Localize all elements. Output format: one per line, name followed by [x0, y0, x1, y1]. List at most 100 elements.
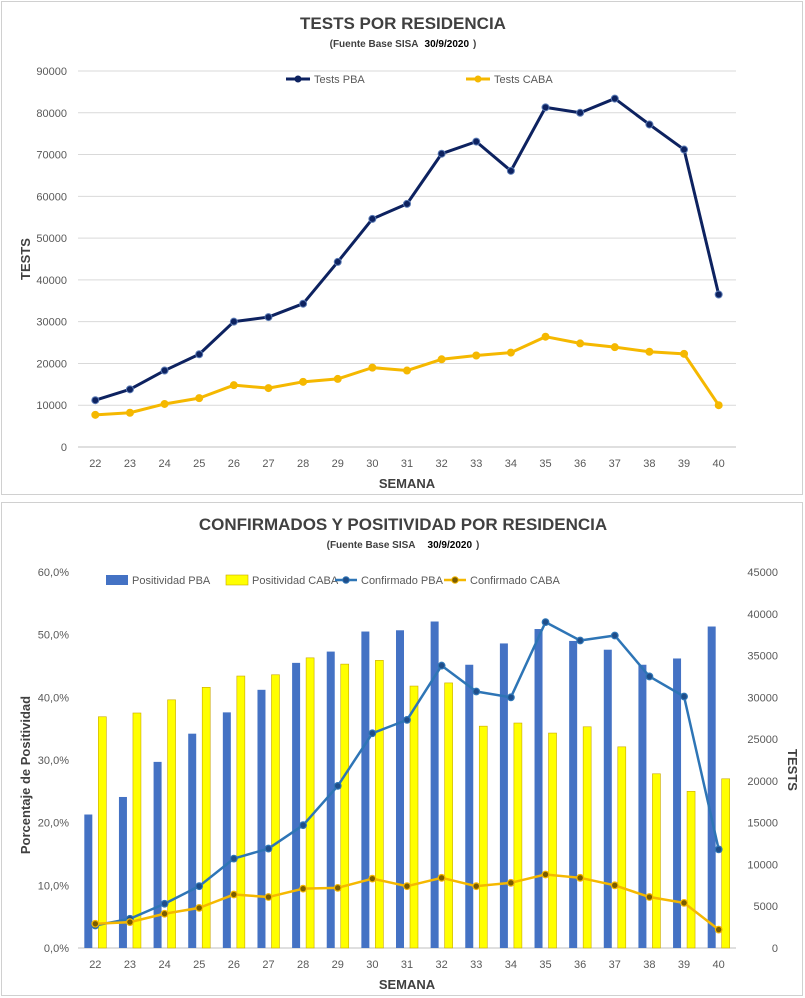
bar-positividad-caba	[548, 732, 557, 949]
data-point	[160, 899, 169, 908]
data-point	[229, 890, 238, 899]
bar-positividad-pba	[707, 626, 716, 948]
legend-swatch	[225, 574, 249, 586]
y-left-tick-label: 40,0%	[38, 692, 69, 704]
chart-title: CONFIRMADOS Y POSITIVIDAD POR RESIDENCIA	[199, 515, 607, 534]
series-line-tests-caba	[95, 335, 720, 417]
legend-label: Tests CABA	[494, 74, 553, 86]
data-point	[680, 692, 688, 701]
x-tick-label: 22	[89, 959, 101, 971]
x-tick-label: 22	[89, 458, 101, 470]
bar-positividad-pba	[222, 712, 231, 948]
y-left-tick-label: 20,0%	[38, 818, 69, 830]
y-left-axis-title: Porcentaje de Positividad	[18, 696, 33, 854]
x-tick-label: 33	[470, 959, 482, 971]
data-point	[541, 870, 550, 879]
data-point	[91, 919, 100, 928]
data-point	[264, 844, 273, 853]
data-point	[610, 94, 619, 103]
y-left-tick-label: 50,0%	[38, 630, 69, 642]
y-tick-label: 60000	[36, 191, 67, 203]
y-right-tick-label: 5000	[754, 901, 778, 913]
data-point	[229, 317, 238, 326]
y-left-tick-label: 10,0%	[38, 880, 69, 892]
x-tick-label: 28	[297, 458, 309, 470]
x-tick-label: 39	[678, 959, 690, 971]
confirmados-positividad-chart: CONFIRMADOS Y POSITIVIDAD POR RESIDENCIA…	[1, 502, 803, 996]
x-tick-label: 39	[678, 458, 690, 470]
bar-positividad-caba	[513, 722, 523, 949]
bar-positividad-pba	[638, 664, 647, 948]
data-point	[541, 618, 550, 627]
y-tick-label: 80000	[36, 108, 67, 120]
bar-positividad-caba	[444, 682, 453, 949]
x-tick-label: 35	[539, 458, 551, 470]
bar-positividad-caba	[617, 746, 627, 949]
bar-positividad-pba	[257, 689, 266, 948]
bar-positividad-pba	[569, 640, 578, 948]
bar-positividad-pba	[326, 651, 335, 948]
x-tick-label: 35	[539, 959, 551, 971]
x-tick-label: 24	[158, 959, 170, 971]
data-point	[610, 343, 619, 352]
x-tick-label: 31	[401, 458, 413, 470]
x-tick-label: 25	[193, 458, 205, 470]
chart-title: TESTS POR RESIDENCIA	[300, 14, 506, 33]
data-point	[437, 661, 446, 670]
data-point	[576, 873, 585, 882]
bar-positividad-pba	[396, 630, 404, 948]
legend-marker	[294, 75, 302, 83]
x-tick-label: 36	[574, 959, 586, 971]
confirmados-chart-svg: CONFIRMADOS Y POSITIVIDAD POR RESIDENCIA…	[18, 515, 800, 992]
bar-positividad-caba	[652, 773, 661, 949]
x-tick-label: 34	[505, 959, 517, 971]
subtitle-close: )	[473, 39, 476, 50]
bar-positividad-caba	[478, 725, 488, 949]
bar-positividad-caba	[686, 791, 696, 949]
x-tick-label: 37	[609, 959, 621, 971]
data-point	[195, 882, 204, 891]
bar-positividad-caba	[98, 716, 107, 949]
bar-positividad-caba	[132, 712, 142, 949]
x-tick-label: 36	[574, 458, 586, 470]
bar-positividad-caba	[167, 699, 176, 949]
y-tick-label: 40000	[36, 275, 67, 287]
data-point	[91, 410, 100, 419]
data-point	[437, 873, 446, 882]
x-tick-label: 28	[297, 959, 309, 971]
bar-positividad-caba	[582, 726, 592, 949]
data-point	[714, 290, 723, 299]
data-point	[506, 166, 515, 175]
bar-positividad-pba	[534, 629, 543, 948]
subtitle-date: 30/9/2020	[425, 39, 470, 50]
data-point	[403, 715, 411, 724]
y-tick-label: 10000	[36, 400, 67, 412]
y-right-tick-label: 30000	[747, 692, 778, 704]
data-point	[368, 729, 377, 738]
bar-positividad-caba	[409, 685, 419, 949]
data-point	[541, 103, 550, 112]
bar-positividad-pba	[673, 658, 682, 948]
x-tick-label: 30	[366, 458, 378, 470]
data-point	[645, 347, 654, 356]
data-point	[126, 918, 134, 926]
y-tick-label: 50000	[36, 233, 67, 245]
data-point	[714, 401, 723, 410]
data-point	[264, 893, 273, 901]
x-tick-label: 30	[366, 959, 378, 971]
y-right-tick-label: 45000	[747, 567, 778, 579]
data-point	[195, 350, 204, 359]
bar-positividad-caba	[305, 657, 315, 949]
x-tick-label: 37	[609, 458, 621, 470]
y-left-tick-label: 0,0%	[44, 943, 69, 955]
bar-positividad-pba	[292, 662, 301, 948]
data-point	[714, 925, 723, 934]
data-point	[299, 884, 308, 893]
data-point	[680, 898, 688, 907]
subtitle-source: (Fuente Base SISA	[327, 540, 416, 551]
data-point	[368, 363, 377, 372]
subtitle-date: 30/9/2020	[428, 540, 473, 551]
bar-positividad-pba	[84, 814, 93, 948]
x-tick-label: 23	[124, 959, 136, 971]
y-right-tick-label: 25000	[747, 734, 778, 746]
